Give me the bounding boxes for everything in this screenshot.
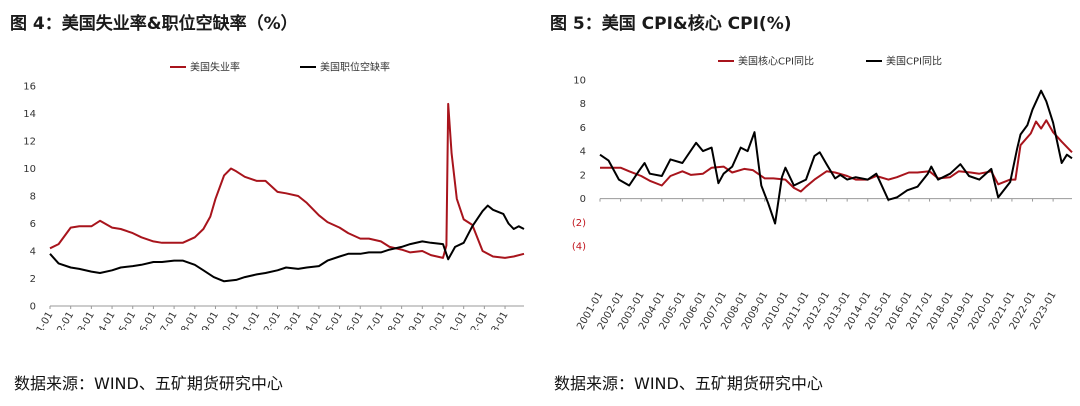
figure-title: 图 4：美国失业率&职位空缺率（%） <box>10 14 298 34</box>
y-tick-label: 0 <box>30 302 36 313</box>
y-tick-label: (2) <box>572 218 586 229</box>
series-line <box>600 119 1073 193</box>
y-tick-label: (4) <box>572 242 586 253</box>
legend-label: 美国核心CPI同比 <box>738 55 814 68</box>
series-line <box>49 204 525 283</box>
data-source: 数据来源：WIND、五矿期货研究中心 <box>14 374 283 393</box>
legend-label: 美国CPI同比 <box>886 55 942 68</box>
chart-panel-cpi: 图 5：美国 CPI&核心 CPI(%) (4) (2) 0 2 4 6 8 10 2001-0… <box>540 0 1080 406</box>
y-tick-label: 4 <box>580 147 586 158</box>
y-tick-label: 16 <box>23 82 36 93</box>
figure-title: 图 5：美国 CPI&核心 CPI(%) <box>550 14 792 34</box>
line-chart-cpi: (4)(2)02468102001-012002-012003-012004-0… <box>572 55 1073 330</box>
y-tick-label: 2 <box>30 274 36 285</box>
line-chart-unemployment-vacancy: 02468101214162001-012002-012003-012004-0… <box>23 61 525 330</box>
y-tick-label: 6 <box>580 123 586 134</box>
y-tick-label: 4 <box>30 247 36 258</box>
y-tick-label: 6 <box>30 219 36 230</box>
y-tick-label: 14 <box>23 109 36 120</box>
x-tick-label: 2001-01 <box>25 310 55 330</box>
chart-panel-unemployment: 图 4：美国失业率&职位空缺率（%） 02468101214162001-012… <box>10 14 525 393</box>
data-source: 数据来源：WIND、五矿期货研究中心 <box>554 374 823 393</box>
y-tick-label: 8 <box>30 192 36 203</box>
y-tick-label: 12 <box>23 137 36 148</box>
series-line <box>599 89 1073 225</box>
y-tick-label: 10 <box>23 164 36 175</box>
legend-label: 美国失业率 <box>190 61 240 74</box>
y-tick-label: 10 <box>573 76 586 87</box>
series-line <box>49 102 525 259</box>
y-tick-label: 0 <box>580 194 586 205</box>
y-tick-label: 2 <box>580 170 586 181</box>
legend-label: 美国职位空缺率 <box>320 61 390 74</box>
y-tick-label: 8 <box>580 99 586 110</box>
